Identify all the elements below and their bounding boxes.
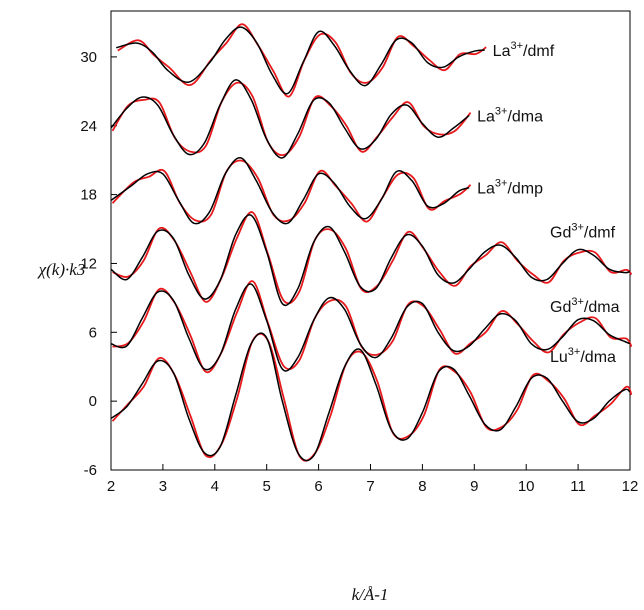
x-tick-label: 9	[470, 478, 478, 495]
x-tick-label: 12	[622, 478, 639, 495]
series-label: Gd3+/dmf	[550, 221, 616, 241]
series-label: La3+/dma	[477, 105, 543, 125]
x-tick-label: 4	[211, 478, 219, 495]
y-tick-label: 0	[89, 393, 97, 410]
x-tick-label: 8	[418, 478, 426, 495]
y-tick-label: 30	[80, 49, 97, 66]
x-axis-title: k/Å-1	[352, 585, 389, 604]
x-tick-label: 7	[366, 478, 374, 495]
x-tick-label: 10	[518, 478, 535, 495]
series-label: La3+/dmf	[493, 40, 555, 60]
axis-ticks: 2 3 4 5 6 7 8 9 10 11 12 -6 0 6 12 18 24 30	[80, 49, 638, 495]
experiment-curve	[110, 214, 631, 307]
x-tick-label: 11	[570, 478, 586, 495]
y-axis-title: χ(k)·k3	[37, 260, 86, 279]
x-tick-label: 5	[263, 478, 271, 495]
experiment-curve	[110, 283, 631, 372]
y-tick-label: 18	[80, 187, 97, 204]
series-label: La3+/dmp	[477, 178, 543, 198]
x-tick-label: 2	[107, 478, 115, 495]
y-tick-label: 12	[80, 255, 97, 272]
series-labels: La3+/dmf La3+/dma La3+/dmp Gd3+/dmf Gd3+/dma…	[477, 40, 619, 366]
series-label: Lu3+/dma	[550, 346, 616, 366]
y-tick-label: -6	[84, 462, 97, 479]
series-label: Gd3+/dma	[550, 296, 620, 316]
y-tick-label: 24	[80, 118, 97, 135]
y-tick-label: 6	[89, 324, 97, 341]
experiment-curve	[110, 332, 631, 462]
x-tick-label: 3	[159, 478, 167, 495]
x-tick-label: 6	[314, 478, 322, 495]
spectra-curves	[110, 23, 633, 462]
fit-curve	[117, 23, 487, 98]
experiment-curve	[116, 26, 485, 95]
plot-frame	[110, 10, 631, 471]
experiment-curve	[110, 157, 470, 225]
experiment-curve	[110, 79, 470, 159]
